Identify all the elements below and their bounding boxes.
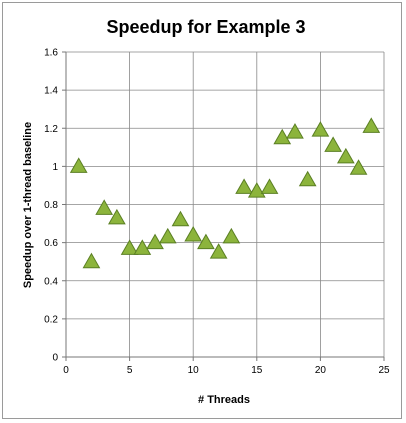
data-point-triangle [120,239,139,255]
chart-frame [2,2,402,419]
x-tick-label: 5 [127,365,133,376]
gridlines [66,51,385,357]
data-point-triangle [336,147,355,164]
y-tick-label: 0 [52,353,58,364]
data-point-triangle [298,170,317,187]
y-tick-label: 0.8 [44,200,58,211]
x-tick-label: 0 [63,365,69,376]
data-point-triangle [362,117,381,133]
data-point-triangle [184,225,203,242]
data-point-triangle [171,210,190,227]
y-axis-title: Speedup over 1-thread baseline [22,122,34,288]
data-point-triangle [311,121,330,137]
x-axis-title: # Threads [198,394,250,406]
y-tick-label: 1.6 [44,48,58,59]
data-point-triangle [324,136,342,152]
y-tick-label: 0.6 [44,238,58,249]
x-tick-label: 10 [188,365,200,376]
data-point-triangle [158,227,177,244]
y-tick-label: 1 [52,162,58,173]
x-tick-label: 25 [378,365,390,376]
y-tick-label: 0.4 [44,276,58,287]
data-point-triangle [69,157,88,173]
data-point-triangle [349,159,368,175]
axes [62,51,385,361]
data-point-triangle [247,182,266,198]
data-points [69,117,381,269]
data-point-triangle [133,239,152,255]
y-tick-label: 1.2 [44,124,58,135]
x-tick-label: 20 [315,365,327,376]
data-point-triangle [260,178,279,194]
data-point-triangle [286,123,304,139]
chart-title: Speedup for Example 3 [106,17,305,37]
data-point-triangle [146,233,164,250]
y-tick-label: 1.4 [44,86,58,97]
data-point-triangle [273,128,292,145]
y-tick-label: 0.2 [44,314,58,325]
data-point-triangle [108,208,126,225]
tick-labels: 0 5 10 15 20 25 0 0.2 0.4 0.6 0.8 1 1.2 1.4 1.6 [44,48,390,377]
data-point-triangle [95,199,114,215]
data-point-triangle [197,233,215,250]
data-point-triangle [82,252,101,269]
data-point-triangle [222,227,241,244]
data-point-triangle [235,178,253,194]
x-tick-label: 15 [251,365,263,376]
data-point-triangle [209,243,228,259]
